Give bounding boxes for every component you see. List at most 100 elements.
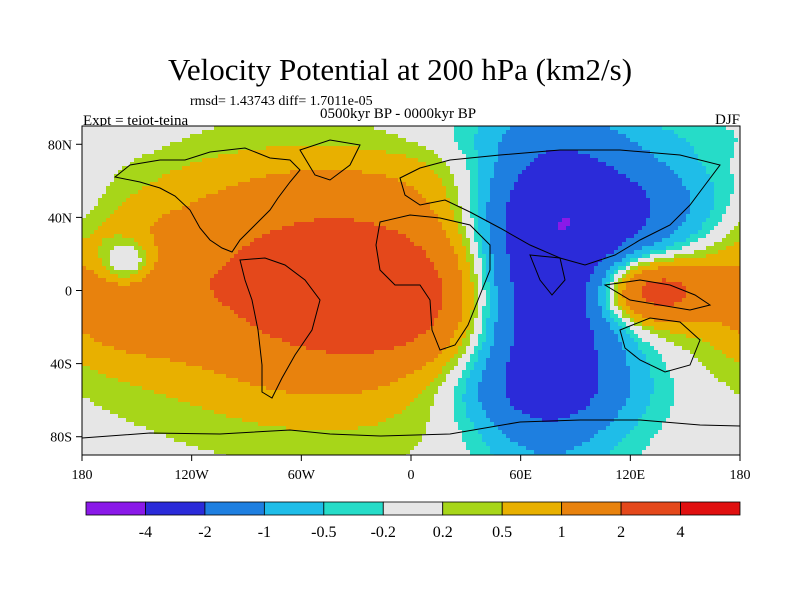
field-cell	[138, 286, 143, 291]
field-cell	[194, 194, 199, 199]
field-cell	[310, 406, 315, 411]
field-cell	[222, 326, 227, 331]
field-cell	[190, 418, 195, 423]
field-cell	[218, 330, 223, 335]
field-cell	[178, 202, 183, 207]
field-cell	[310, 162, 315, 167]
field-cell	[122, 202, 127, 207]
field-cell	[90, 394, 95, 399]
field-cell	[138, 298, 143, 303]
field-cell	[286, 214, 291, 219]
field-cell	[158, 126, 163, 131]
field-cell	[262, 174, 267, 179]
field-cell	[286, 234, 291, 239]
field-cell	[314, 146, 319, 151]
field-cell	[162, 226, 167, 231]
field-cell	[102, 174, 107, 179]
field-cell	[162, 186, 167, 191]
field-cell	[238, 422, 243, 427]
field-cell	[254, 254, 259, 259]
field-cell	[218, 338, 223, 343]
field-cell	[318, 282, 323, 287]
field-cell	[182, 350, 187, 355]
field-cell	[238, 294, 243, 299]
field-cell	[278, 422, 283, 427]
field-cell	[294, 446, 299, 451]
field-cell	[314, 298, 319, 303]
field-cell	[290, 354, 295, 359]
field-cell	[302, 382, 307, 387]
field-cell	[250, 402, 255, 407]
field-cell	[298, 386, 303, 391]
field-cell	[290, 238, 295, 243]
field-cell	[282, 410, 287, 415]
field-cell	[190, 182, 195, 187]
field-cell	[250, 302, 255, 307]
field-cell	[126, 190, 131, 195]
field-cell	[306, 158, 311, 163]
field-cell	[210, 146, 215, 151]
field-cell	[198, 138, 203, 143]
field-cell	[210, 346, 215, 351]
field-cell	[170, 234, 175, 239]
field-cell	[202, 350, 207, 355]
field-cell	[182, 450, 187, 455]
field-cell	[206, 406, 211, 411]
field-cell	[242, 270, 247, 275]
field-cell	[126, 214, 131, 219]
field-cell	[90, 386, 95, 391]
field-cell	[218, 378, 223, 383]
field-cell	[302, 322, 307, 327]
field-cell	[86, 414, 91, 419]
field-cell	[206, 134, 211, 139]
field-cell	[294, 254, 299, 259]
field-cell	[102, 238, 107, 243]
field-cell	[126, 186, 131, 191]
field-cell	[242, 310, 247, 315]
field-cell	[302, 138, 307, 143]
field-cell	[94, 366, 99, 371]
field-cell	[262, 294, 267, 299]
field-cell	[86, 158, 91, 163]
field-cell	[270, 354, 275, 359]
field-cell	[86, 138, 91, 143]
field-cell	[162, 374, 167, 379]
field-cell	[178, 266, 183, 271]
field-cell	[202, 282, 207, 287]
field-cell	[298, 350, 303, 355]
field-cell	[258, 162, 263, 167]
field-cell	[266, 230, 271, 235]
field-cell	[90, 370, 95, 375]
field-cell	[210, 382, 215, 387]
field-cell	[198, 170, 203, 175]
field-cell	[106, 310, 111, 315]
field-cell	[274, 430, 279, 435]
field-cell	[82, 438, 87, 443]
field-cell	[142, 222, 147, 227]
field-cell	[130, 190, 135, 195]
field-cell	[186, 130, 191, 135]
field-cell	[86, 370, 91, 375]
field-cell	[94, 374, 99, 379]
field-cell	[250, 398, 255, 403]
field-cell	[282, 418, 287, 423]
field-cell	[318, 438, 323, 443]
field-cell	[314, 138, 319, 143]
field-cell	[306, 150, 311, 155]
field-cell	[246, 154, 251, 159]
field-cell	[142, 418, 147, 423]
field-cell	[222, 318, 227, 323]
field-cell	[318, 302, 323, 307]
field-cell	[106, 146, 111, 151]
field-cell	[190, 298, 195, 303]
field-cell	[154, 166, 159, 171]
field-cell	[202, 138, 207, 143]
field-cell	[86, 430, 91, 435]
field-cell	[318, 306, 323, 311]
field-cell	[90, 142, 95, 147]
field-cell	[278, 298, 283, 303]
field-cell	[150, 386, 155, 391]
field-cell	[306, 366, 311, 371]
field-cell	[234, 362, 239, 367]
field-cell	[246, 390, 251, 395]
